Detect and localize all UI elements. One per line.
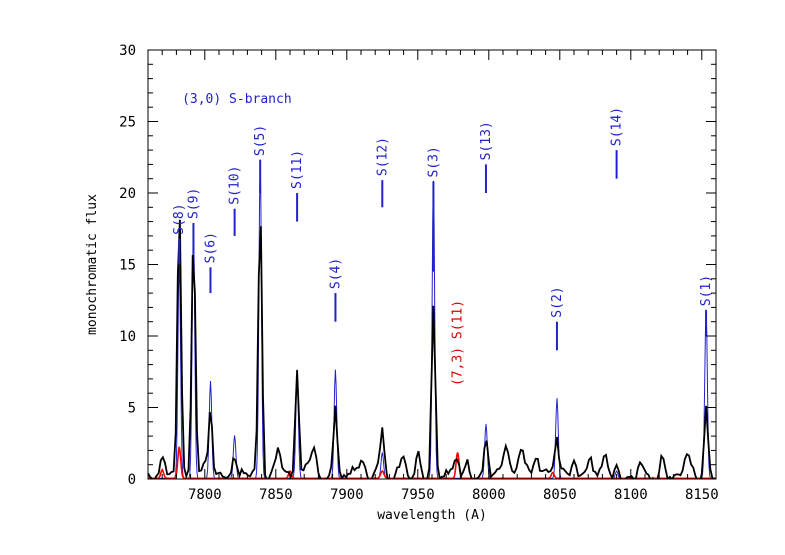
x-tick-label: 7850 <box>259 487 293 503</box>
line-label: S(4) <box>328 258 343 289</box>
observed-spectrum <box>148 219 715 479</box>
x-tick-label: 8100 <box>614 487 648 503</box>
x-tick-label: 7800 <box>188 487 222 503</box>
y-tick-label: 10 <box>119 329 136 345</box>
line-label: S(10) <box>228 166 243 205</box>
line-label: S(14) <box>610 107 625 146</box>
x-tick-label: 7950 <box>401 487 435 503</box>
line-label: S(6) <box>203 232 218 263</box>
line-label: S(13) <box>479 121 494 160</box>
x-tick-label: 8000 <box>472 487 506 503</box>
y-tick-label: 15 <box>119 258 136 274</box>
line-label: S(9) <box>186 188 201 219</box>
red-transition-label: (7,3) S(11) <box>451 300 466 386</box>
y-tick-label: 5 <box>128 401 136 417</box>
model-curve-blue <box>148 159 716 479</box>
y-tick-label: 20 <box>119 186 136 202</box>
plot-layer <box>148 159 716 479</box>
line-label: S(8) <box>172 203 187 234</box>
x-axis-label: wavelength (A) <box>377 508 487 523</box>
annotation-layer: (3,0) S-branch (7,3) S(11) S(8)S(9)S(6) S… <box>172 92 714 386</box>
y-tick-label: 25 <box>119 115 136 131</box>
y-tick-label: 0 <box>128 472 136 488</box>
line-label: S(11) <box>290 150 305 189</box>
x-tick-label: 8150 <box>685 487 719 503</box>
x-tick-label: 7900 <box>330 487 364 503</box>
line-label: S(1) <box>699 275 714 306</box>
line-label: S(2) <box>550 286 565 317</box>
axes-layer: wavelength (A) monochromatic flux 7800 78… <box>85 43 719 523</box>
y-axis-label: monochromatic flux <box>85 194 100 335</box>
x-tick-label: 8050 <box>543 487 577 503</box>
line-label: S(3) <box>426 146 441 177</box>
y-tick-label: 30 <box>119 43 136 59</box>
line-label: S(12) <box>375 137 390 176</box>
branch-label: (3,0) S-branch <box>182 92 292 107</box>
line-label: S(5) <box>253 125 268 156</box>
